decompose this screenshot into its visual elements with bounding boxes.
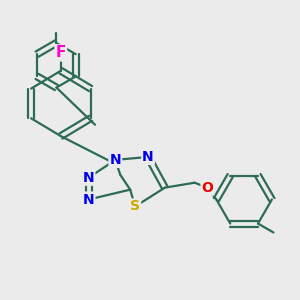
Text: S: S [130,200,140,214]
Text: N: N [83,171,94,185]
Text: O: O [202,181,213,195]
Text: N: N [142,150,154,164]
Text: N: N [110,153,121,167]
Text: N: N [83,193,94,206]
Text: F: F [56,45,66,60]
